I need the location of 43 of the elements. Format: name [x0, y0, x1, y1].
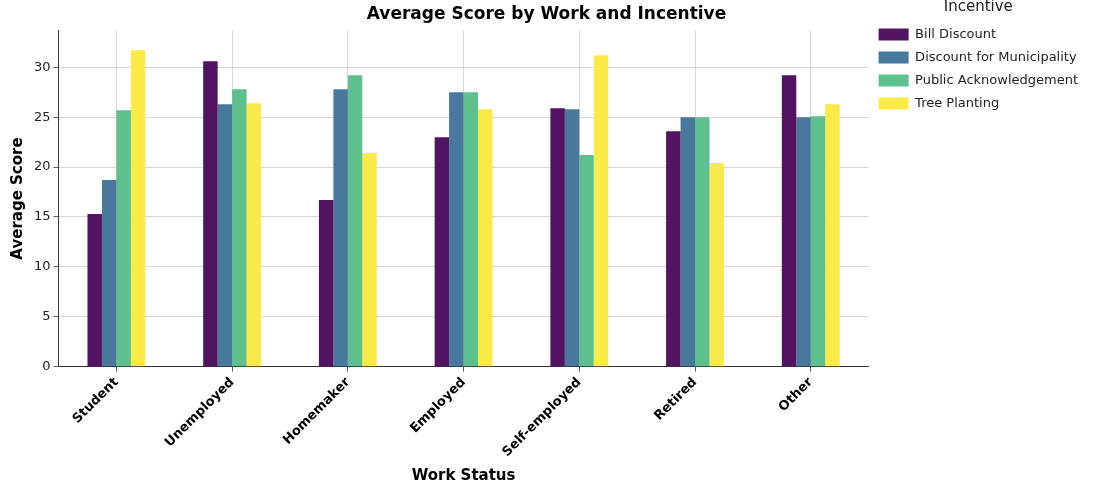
y-tick-label: 25	[34, 108, 51, 124]
legend-title: Incentive	[943, 0, 1013, 16]
y-axis-title: Average Score	[7, 137, 26, 260]
bar	[825, 104, 840, 367]
bar	[246, 103, 262, 367]
bar	[130, 50, 146, 367]
y-tick-label: 10	[34, 258, 51, 274]
bar	[203, 61, 218, 367]
y-tick-label: 0	[42, 358, 51, 374]
bar	[449, 92, 464, 367]
legend-label: Bill Discount	[915, 25, 997, 41]
y-tick-label: 5	[42, 308, 51, 324]
chart-title: Average Score by Work and Incentive	[366, 2, 727, 23]
bar	[362, 153, 377, 367]
legend-label: Public Acknowledgement	[915, 71, 1079, 87]
bar	[579, 155, 594, 367]
bar	[796, 117, 811, 367]
bar	[434, 137, 450, 367]
bar	[347, 75, 363, 367]
bar	[478, 109, 493, 367]
bar	[666, 131, 681, 367]
x-axis-title: Work Status	[411, 465, 516, 484]
y-tick-label: 15	[34, 208, 51, 224]
bar	[217, 104, 233, 367]
bar	[232, 89, 247, 367]
bar	[564, 109, 580, 367]
legend-label: Tree Planting	[914, 94, 1000, 110]
bar	[318, 200, 334, 367]
bar	[680, 117, 696, 367]
bar	[87, 213, 102, 367]
bar	[709, 163, 724, 367]
bar	[550, 108, 565, 367]
bar	[781, 75, 797, 367]
bar	[593, 55, 609, 367]
legend-label: Discount for Municipality	[915, 48, 1077, 64]
y-tick-label: 20	[34, 158, 51, 174]
bar	[810, 116, 826, 367]
bar	[333, 89, 348, 367]
bar	[101, 180, 117, 367]
bar	[116, 110, 131, 367]
bar	[463, 92, 479, 367]
bar	[695, 117, 710, 367]
y-tick-label: 30	[34, 58, 51, 74]
